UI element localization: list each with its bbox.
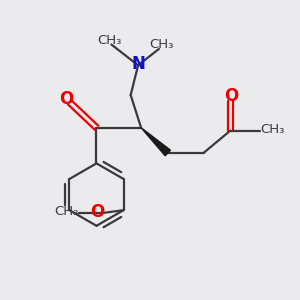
Text: CH₃: CH₃ <box>54 205 79 218</box>
Text: O: O <box>59 90 73 108</box>
Text: O: O <box>91 203 105 221</box>
Text: O: O <box>225 87 239 105</box>
Text: CH₃: CH₃ <box>260 123 285 136</box>
Polygon shape <box>141 128 170 156</box>
Text: CH₃: CH₃ <box>98 34 122 46</box>
Text: N: N <box>131 55 145 73</box>
Text: CH₃: CH₃ <box>150 38 174 51</box>
